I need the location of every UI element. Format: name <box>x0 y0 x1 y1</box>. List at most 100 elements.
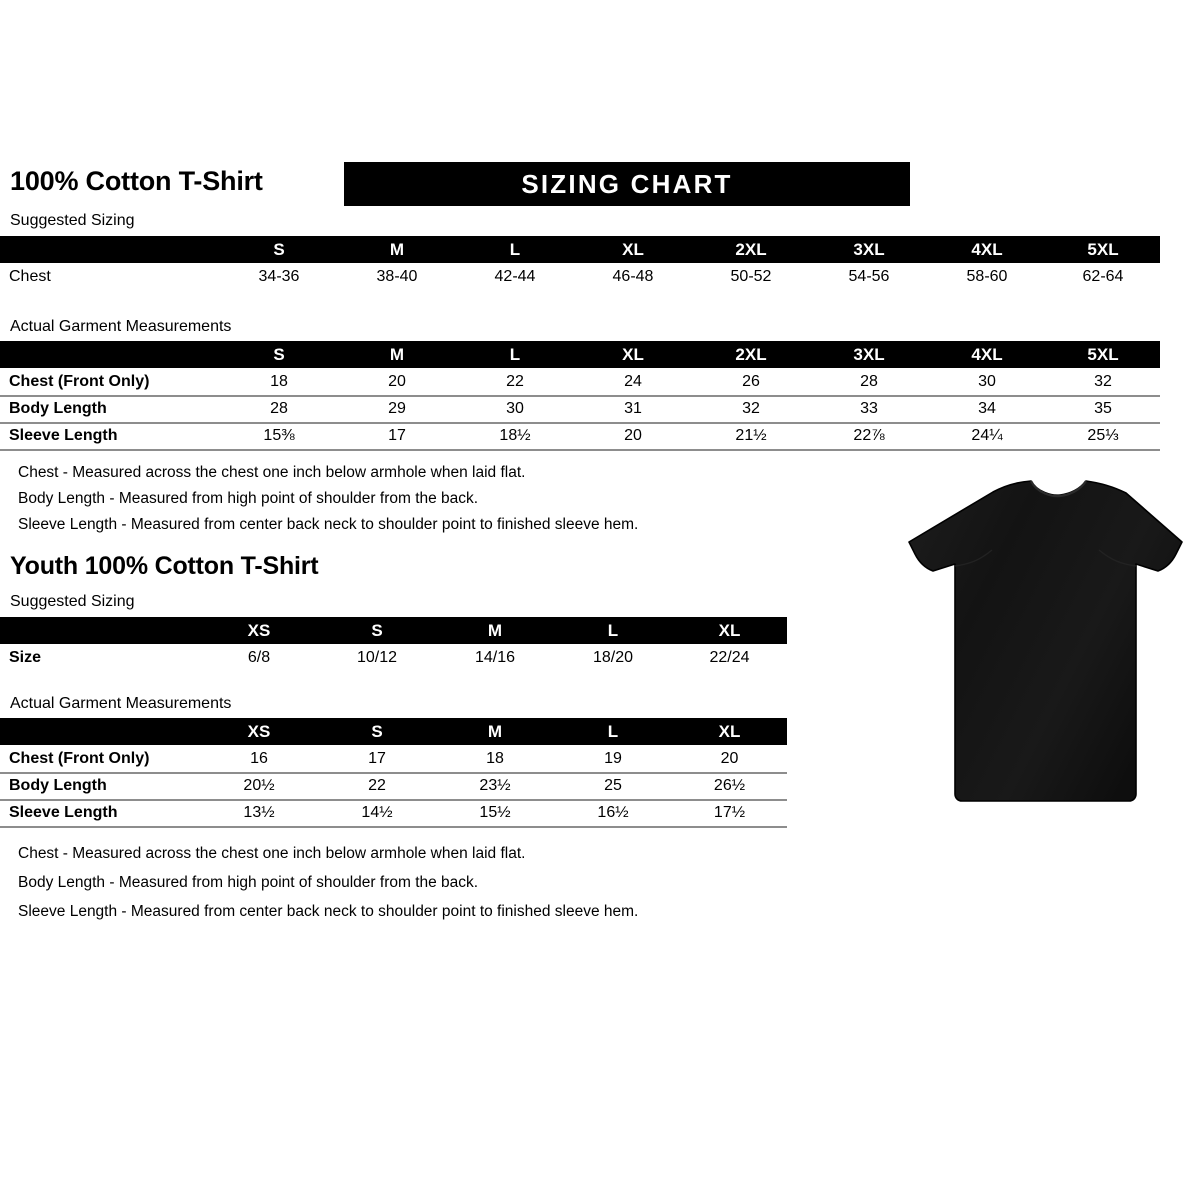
adult-suggested-header-row: S M L XL 2XL 3XL 4XL 5XL <box>0 236 1160 263</box>
adult-note-chest: Chest - Measured across the chest one in… <box>18 464 526 481</box>
cell-sleevelength-m: 17 <box>388 426 406 444</box>
adult-suggested-table: S M L XL 2XL 3XL 4XL 5XL Chest 34-36 38-… <box>0 236 1160 290</box>
cell-chestfront-5xl: 32 <box>1094 372 1112 390</box>
adult-actual-col-m: M <box>389 344 405 364</box>
cell-chestfront-4xl: 30 <box>978 372 996 390</box>
adult-actual-col-xl: XL <box>622 344 644 364</box>
row-label-sleeve-length: Sleeve Length <box>9 426 118 444</box>
table-row: Size 6/8 10/12 14/16 18/20 22/24 <box>0 644 787 671</box>
cell-chest-3xl: 54-56 <box>848 267 890 285</box>
cell-chestfront-s: 18 <box>270 372 288 390</box>
adult-suggested-caption: Suggested Sizing <box>10 212 135 229</box>
adult-actual-col-5xl: 5XL <box>1087 344 1119 364</box>
cell-bodylength-l: 30 <box>506 399 524 417</box>
youth-suggested-col-m: M <box>487 620 503 640</box>
cell-sleevelength-l: 18½ <box>499 426 531 444</box>
youth-note-body-length: Body Length - Measured from high point o… <box>18 874 479 891</box>
adult-actual-col-4xl: 4XL <box>971 344 1003 364</box>
cell-bodylength-2xl: 32 <box>742 399 760 417</box>
tshirt-icon <box>908 480 1183 802</box>
adult-actual-col-3xl: 3XL <box>853 344 885 364</box>
table-row: Body Length 20½ 22 23½ 25 26½ <box>0 772 787 799</box>
cell-bodylength-m: 29 <box>388 399 406 417</box>
cell-youth-bodylength-xs: 20½ <box>243 776 275 794</box>
headline-row: 100% Cotton T-Shirt SIZING CHART <box>10 162 1190 210</box>
cell-sleevelength-5xl: 25⅓ <box>1087 426 1119 444</box>
table-row: Sleeve Length 13½ 14½ 15½ 16½ 17½ <box>0 799 787 826</box>
cell-youth-chestfront-m: 18 <box>486 749 504 767</box>
youth-actual-caption: Actual Garment Measurements <box>10 695 232 712</box>
cell-chest-m: 38-40 <box>376 267 418 285</box>
row-label-chest-front-only: Chest (Front Only) <box>9 372 150 390</box>
adult-suggested-col-2xl: 2XL <box>735 239 767 259</box>
adult-note-body-length: Body Length - Measured from high point o… <box>18 490 479 507</box>
cell-youth-bodylength-s: 22 <box>368 776 386 794</box>
cell-bodylength-5xl: 35 <box>1094 399 1112 417</box>
cell-sleevelength-2xl: 21½ <box>735 426 767 444</box>
adult-actual-col-s: S <box>273 344 285 364</box>
row-label-body-length: Body Length <box>9 399 107 417</box>
cell-sleevelength-xl: 20 <box>624 426 642 444</box>
row-divider <box>0 449 1160 451</box>
adult-suggested-col-4xl: 4XL <box>971 239 1003 259</box>
cell-youth-bodylength-m: 23½ <box>479 776 511 794</box>
cell-youth-chestfront-xs: 16 <box>250 749 268 767</box>
adult-suggested-col-0 <box>0 236 220 263</box>
adult-actual-caption: Actual Garment Measurements <box>10 318 232 335</box>
cell-chest-xl: 46-48 <box>612 267 654 285</box>
cell-chestfront-l: 22 <box>506 372 524 390</box>
cell-size-xs: 6/8 <box>247 648 271 666</box>
cell-sleevelength-3xl: 22⅞ <box>853 426 885 444</box>
adult-suggested-col-m: M <box>389 239 405 259</box>
adult-suggested-col-xl: XL <box>622 239 644 259</box>
cell-youth-chestfront-s: 17 <box>368 749 386 767</box>
row-label-youth-body-length: Body Length <box>9 776 107 794</box>
cell-bodylength-3xl: 33 <box>860 399 878 417</box>
row-divider <box>0 826 787 828</box>
cell-size-s: 10/12 <box>356 648 398 666</box>
adult-note-sleeve-length: Sleeve Length - Measured from center bac… <box>18 516 639 533</box>
cell-chest-s: 34-36 <box>258 267 300 285</box>
adult-suggested-col-l: L <box>509 239 521 259</box>
table-row: Body Length 28 29 30 31 32 33 34 35 <box>0 395 1160 422</box>
cell-size-xl: 22/24 <box>709 648 750 666</box>
adult-actual-header-row: S M L XL 2XL 3XL 4XL 5XL <box>0 341 1160 368</box>
row-label-youth-sleeve-length: Sleeve Length <box>9 803 118 821</box>
youth-actual-header-row: XS S M L XL <box>0 718 787 745</box>
adult-suggested-col-s: S <box>273 239 285 259</box>
adult-actual-col-2xl: 2XL <box>735 344 767 364</box>
cell-chest-5xl: 62-64 <box>1082 267 1124 285</box>
youth-actual-col-0 <box>0 718 200 745</box>
row-label-size: Size <box>9 648 42 666</box>
youth-section-title: Youth 100% Cotton T-Shirt <box>10 552 319 580</box>
table-row: Sleeve Length 15⅜ 17 18½ 20 21½ 22⅞ 24¼ … <box>0 422 1160 449</box>
table-row: Chest 34-36 38-40 42-44 46-48 50-52 54-5… <box>0 263 1160 290</box>
cell-youth-sleevelength-m: 15½ <box>479 803 511 821</box>
cell-chest-2xl: 50-52 <box>730 267 772 285</box>
row-divider <box>0 799 787 801</box>
cell-chestfront-xl: 24 <box>624 372 642 390</box>
cell-sleevelength-4xl: 24¼ <box>971 426 1003 444</box>
cell-chest-l: 42-44 <box>494 267 536 285</box>
youth-suggested-col-s: S <box>371 620 383 640</box>
adult-actual-col-l: L <box>509 344 521 364</box>
cell-bodylength-xl: 31 <box>624 399 642 417</box>
row-divider <box>0 772 787 774</box>
youth-suggested-caption: Suggested Sizing <box>10 593 135 610</box>
adult-suggested-col-5xl: 5XL <box>1087 239 1119 259</box>
adult-actual-table: S M L XL 2XL 3XL 4XL 5XL Chest (Front On… <box>0 341 1160 449</box>
cell-bodylength-4xl: 34 <box>978 399 996 417</box>
youth-suggested-header-row: XS S M L XL <box>0 617 787 644</box>
adult-suggested-col-3xl: 3XL <box>853 239 885 259</box>
youth-suggested-table: XS S M L XL Size 6/8 10/12 14/16 18/20 2… <box>0 617 787 671</box>
youth-note-sleeve-length: Sleeve Length - Measured from center bac… <box>18 903 639 920</box>
youth-suggested-col-xs: XS <box>247 620 271 640</box>
row-divider <box>0 422 1160 424</box>
cell-size-m: 14/16 <box>474 648 516 666</box>
sizing-chart-banner-label: SIZING CHART <box>521 168 733 199</box>
cell-youth-sleevelength-xl: 17½ <box>713 803 746 821</box>
row-label-youth-chest-front-only: Chest (Front Only) <box>9 749 150 767</box>
cell-youth-sleevelength-l: 16½ <box>597 803 629 821</box>
cell-youth-chestfront-l: 19 <box>604 749 622 767</box>
